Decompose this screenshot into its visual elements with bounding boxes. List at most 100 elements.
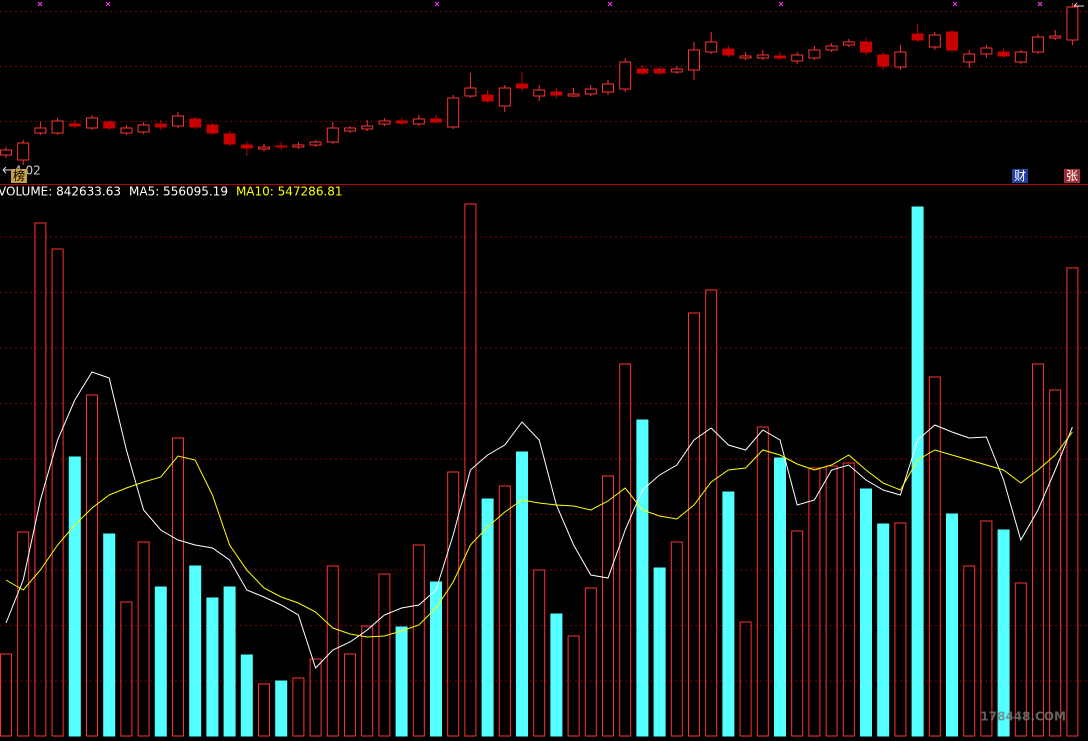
candle-body xyxy=(825,45,838,51)
badge-bg xyxy=(1064,169,1080,183)
candle-body xyxy=(0,149,12,156)
candle-body xyxy=(68,123,81,127)
candle-body xyxy=(516,83,528,89)
badge: 张 xyxy=(1066,169,1078,183)
candle-body xyxy=(653,68,666,74)
volume-bar xyxy=(240,654,253,737)
volume-bar xyxy=(120,601,133,737)
volume-bar xyxy=(1014,582,1027,737)
candle-body xyxy=(584,88,597,95)
volume-bar xyxy=(344,653,356,737)
volume-bar xyxy=(1049,389,1062,737)
volume-bar xyxy=(808,467,821,737)
legend-entry: MA10: 547286.81 xyxy=(236,185,343,199)
candle-body xyxy=(395,120,408,124)
badge-bg xyxy=(1012,169,1028,183)
ma-line xyxy=(5,431,1073,638)
volume-bar xyxy=(584,587,597,737)
volume-bar xyxy=(412,544,425,737)
volume-bar xyxy=(309,658,322,737)
volume-bar xyxy=(997,529,1010,737)
volume-bar xyxy=(928,376,941,737)
candle-body xyxy=(447,97,460,128)
candle-body xyxy=(877,54,890,67)
volume-bar xyxy=(602,475,614,737)
candle-body xyxy=(533,89,546,97)
volume-bar xyxy=(464,203,477,737)
volume-bar xyxy=(34,222,47,737)
volume-bar xyxy=(498,485,511,737)
candle-body xyxy=(722,48,735,56)
volume-bar xyxy=(292,677,305,737)
candle-body xyxy=(137,124,150,133)
grid xyxy=(0,11,1088,682)
volume-bar xyxy=(963,565,976,737)
volume-bar xyxy=(86,394,98,737)
candle-body xyxy=(154,123,167,128)
candle-body xyxy=(258,146,270,150)
volume-bar xyxy=(51,248,64,737)
watermark: 178448.COM xyxy=(980,710,1066,724)
volume-bar xyxy=(688,312,700,737)
volume-bar xyxy=(946,513,958,737)
volume-bar xyxy=(154,586,167,737)
volume-bar xyxy=(722,491,735,737)
candle-body xyxy=(739,55,752,59)
volume-bar xyxy=(825,465,838,737)
volume-bar xyxy=(481,498,494,737)
volume-bar xyxy=(223,586,236,737)
badge: 榜 xyxy=(13,168,25,183)
ma-line xyxy=(5,371,1073,669)
candle-body xyxy=(464,87,477,97)
volume-bar xyxy=(911,206,924,737)
candle-body xyxy=(430,118,442,123)
volume-bar xyxy=(172,437,184,737)
candle-body xyxy=(619,61,632,90)
candle-body xyxy=(808,49,821,59)
volume-bar xyxy=(395,626,408,737)
volume-bar xyxy=(842,462,855,737)
volume-bar xyxy=(1032,363,1044,737)
candle-body xyxy=(292,144,305,148)
candle-body xyxy=(636,68,649,74)
candle-body xyxy=(997,51,1010,57)
badge-bg xyxy=(11,169,27,183)
ma-lines xyxy=(5,371,1073,669)
candle-body xyxy=(120,127,133,134)
event-marker xyxy=(37,1,1043,7)
candle-body xyxy=(980,47,993,55)
volume-bar xyxy=(378,573,391,737)
volume-bar xyxy=(258,683,270,737)
candle-body xyxy=(344,127,356,132)
legend: VOLUME: 842633.63 MA5: 556095.19 MA10: 547… xyxy=(0,185,343,199)
candle-body xyxy=(1032,36,1044,53)
candles xyxy=(0,3,1079,165)
volume-bar xyxy=(774,457,786,737)
candle-body xyxy=(567,93,580,97)
candle-body xyxy=(670,68,683,73)
volume-bar xyxy=(103,533,116,737)
badge: 财 xyxy=(1014,169,1026,183)
volume-bars xyxy=(0,203,1079,737)
volume-bar xyxy=(980,520,993,737)
volume-bar xyxy=(877,523,890,737)
candle-body xyxy=(688,49,700,71)
volume-bar xyxy=(516,451,528,737)
candle-body xyxy=(1014,51,1027,63)
candle-body xyxy=(361,125,374,130)
candle-body xyxy=(842,41,855,46)
candle-body xyxy=(756,54,769,59)
candle-body xyxy=(378,120,391,125)
candle-body xyxy=(189,118,202,128)
candle-body xyxy=(946,31,958,51)
candle-body xyxy=(240,144,253,149)
volume-bar xyxy=(361,625,374,737)
volume-bar xyxy=(636,419,649,737)
candle-body xyxy=(860,41,872,53)
candle-body xyxy=(911,33,924,41)
candle-body xyxy=(326,127,339,143)
candle-body xyxy=(275,145,288,148)
volume-bar xyxy=(137,541,150,737)
volume-bar xyxy=(1066,267,1079,737)
